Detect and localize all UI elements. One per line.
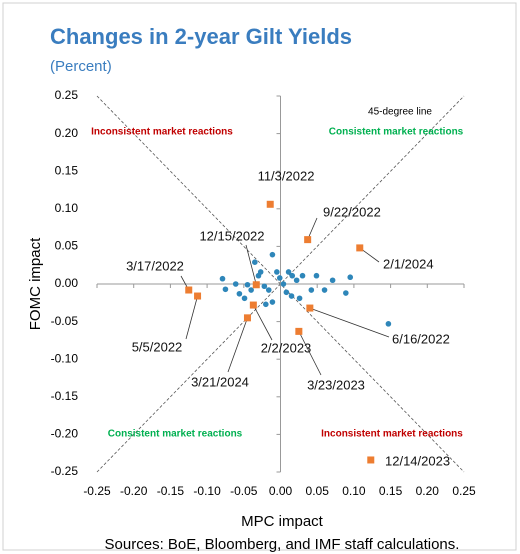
point: [367, 456, 375, 464]
point: [289, 272, 296, 279]
point: [296, 295, 303, 302]
y-tick-label: -0.15: [51, 389, 79, 403]
point: [249, 301, 257, 309]
point: [274, 269, 280, 275]
point-label: 3/23/2023: [307, 377, 365, 392]
point: [236, 290, 243, 297]
y-tick-label: 0.00: [55, 276, 79, 290]
point: [261, 283, 268, 290]
point-label: 6/16/2022: [392, 331, 450, 346]
point-label: 12/14/2023: [385, 453, 450, 468]
x-tick-label: -0.15: [157, 484, 185, 498]
point-label: 2/1/2024: [383, 256, 434, 271]
point: [265, 287, 272, 293]
x-tick-label: 0.25: [452, 484, 476, 498]
source-note: Sources: BoE, Bloomberg, and IMF staff c…: [105, 536, 460, 553]
point: [252, 281, 260, 289]
leader-line: [245, 244, 257, 285]
x-tick-label: -0.10: [193, 484, 221, 498]
point: [293, 277, 300, 284]
point: [255, 272, 262, 279]
y-axis-label: FOMC impact: [27, 237, 44, 330]
point-label: 9/22/2022: [323, 204, 381, 219]
point: [321, 287, 328, 293]
y-tick-label: 0.20: [55, 126, 79, 140]
x-axis-label: MPC impact: [241, 513, 324, 530]
point: [276, 275, 283, 281]
y-tick-label: 0.25: [55, 88, 79, 102]
point: [295, 327, 303, 335]
point: [232, 281, 239, 287]
y-tick-label: -0.20: [51, 427, 79, 441]
point: [313, 272, 320, 279]
point-label: 11/3/2022: [258, 168, 315, 183]
y-tick-label: -0.10: [51, 351, 79, 365]
annotation: 45-degree line: [368, 107, 432, 118]
point: [304, 236, 312, 244]
x-tick-label: 0.10: [342, 484, 366, 498]
point: [244, 281, 251, 288]
point: [252, 259, 258, 265]
x-tick-label: -0.05: [230, 484, 258, 498]
point: [343, 290, 349, 296]
point: [269, 299, 276, 305]
y-tick-label: -0.05: [51, 314, 79, 328]
x-tick-label: 0.00: [269, 484, 293, 498]
point: [347, 274, 354, 281]
chart-title: Changes in 2-year Gilt Yields: [50, 24, 352, 49]
point: [280, 281, 287, 287]
point-label: 12/15/2022: [199, 228, 264, 243]
point: [194, 292, 202, 300]
point: [241, 295, 248, 302]
point: [222, 286, 229, 293]
leader-line: [252, 304, 273, 341]
point: [266, 200, 274, 208]
leader-line: [227, 317, 248, 373]
point: [285, 269, 292, 275]
y-tick-label: 0.15: [55, 163, 79, 177]
y-tick-label: 0.05: [55, 239, 79, 253]
annotation: Inconsistent market reactions: [91, 127, 233, 138]
x-tick-label: -0.25: [83, 484, 111, 498]
point: [269, 251, 276, 258]
leader-line: [307, 217, 318, 240]
point: [308, 287, 315, 293]
point: [288, 293, 295, 299]
point-label: 5/5/2022: [132, 339, 183, 354]
point: [219, 275, 226, 282]
x-tick-label: 0.20: [416, 484, 440, 498]
point: [248, 287, 254, 293]
chart-subtitle: (Percent): [50, 58, 112, 75]
annotation: Inconsistent market reactions: [321, 429, 463, 440]
point: [283, 289, 290, 296]
y-tick-label: -0.25: [51, 464, 79, 478]
leader-line: [309, 307, 390, 338]
leader-line: [298, 331, 322, 376]
point-label: 2/2/2023: [261, 340, 312, 355]
point: [299, 272, 306, 279]
point: [263, 301, 269, 308]
x-tick-label: 0.05: [306, 484, 330, 498]
x-tick-label: 0.15: [379, 484, 403, 498]
point: [329, 277, 336, 284]
y-tick-label: 0.10: [55, 201, 79, 215]
annotation: Consistent market reactions: [329, 127, 464, 138]
point-label: 3/21/2024: [191, 374, 249, 389]
point: [356, 244, 364, 252]
point: [385, 321, 392, 327]
annotation: Consistent market reactions: [108, 429, 243, 440]
x-tick-label: -0.20: [120, 484, 148, 498]
point: [243, 314, 251, 322]
point-label: 3/17/2022: [126, 258, 184, 273]
point: [306, 304, 314, 312]
point: [185, 286, 193, 294]
leader-line: [185, 295, 198, 340]
